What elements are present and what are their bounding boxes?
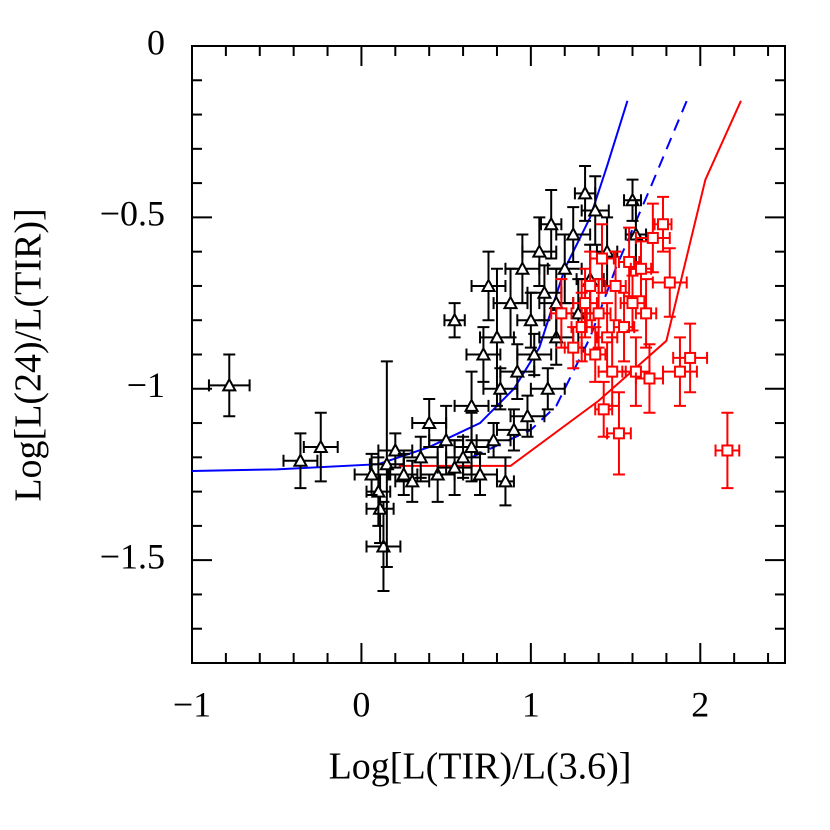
point [475,346,492,361]
point [584,279,597,292]
point [555,307,568,320]
x-axis-label: Log[L(TIR)/L(3.6)] [329,746,632,788]
point [379,456,395,471]
y-tick-label: 0 [147,22,165,62]
point [421,414,437,430]
point [612,427,625,440]
point [396,466,412,481]
point [618,321,631,334]
point [502,294,519,310]
point [640,307,653,320]
point [643,372,656,385]
point [673,365,686,378]
point [565,226,581,241]
point [567,341,580,354]
point [626,297,639,310]
point [372,500,388,515]
point [526,346,542,361]
point [646,231,659,244]
point [609,279,622,292]
point [589,348,602,361]
point [446,459,463,474]
point [492,380,509,395]
point [514,260,531,275]
point [523,312,539,327]
point [370,483,387,498]
point [684,351,697,364]
point [413,449,429,464]
model-curve [398,100,742,467]
point [579,297,592,310]
point [292,452,309,467]
x-tick-label: 2 [691,684,709,724]
point [606,365,619,378]
point [657,218,670,231]
point [509,363,525,378]
y-tick-label: −1.5 [100,536,165,576]
point [313,438,329,454]
x-tick-label: 1 [522,684,540,724]
point [519,408,536,423]
point [540,380,556,395]
point [485,432,502,447]
y-tick-label: −0.5 [100,194,165,234]
x-tick-label: −1 [173,684,211,724]
point [489,329,505,344]
point [596,252,609,265]
x-tick-label: 0 [352,684,370,724]
y-tick-label: −1 [127,365,165,405]
point [592,307,605,320]
point [663,276,676,289]
point [387,442,403,457]
point [404,473,420,488]
point [506,421,522,436]
point [463,438,480,454]
y-axis-label: Log[L(24)/L(TIR)] [8,208,50,501]
point [480,277,497,292]
point [575,321,588,334]
point [587,202,603,217]
point [634,262,647,275]
point [472,466,488,481]
point [721,444,734,457]
point [455,449,471,464]
point [536,284,553,299]
point [497,473,514,488]
point [463,397,480,412]
point [597,403,610,416]
point [221,377,237,392]
point [446,312,463,327]
point [577,185,593,200]
point [543,216,559,231]
point [623,255,636,268]
point [531,243,548,258]
point [363,466,380,481]
